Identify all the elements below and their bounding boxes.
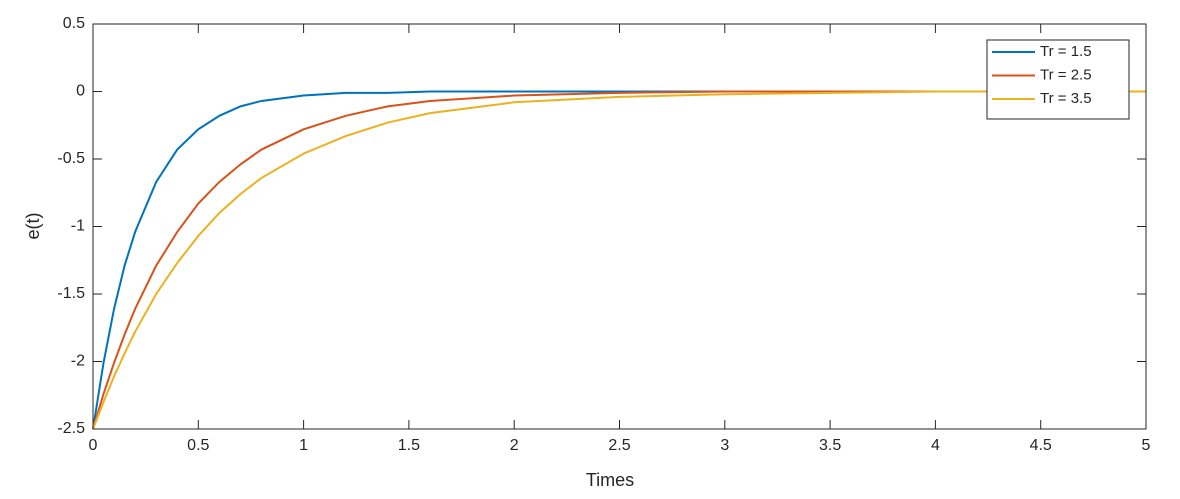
series-line bbox=[92, 90, 1146, 430]
legend-label: Tr = 3.5 bbox=[1040, 90, 1092, 107]
y-tick-label: 0.5 bbox=[63, 15, 85, 32]
y-tick-label: -1 bbox=[71, 218, 85, 235]
x-tick-label: 3 bbox=[720, 437, 729, 454]
x-tick-label: 1.5 bbox=[398, 437, 420, 454]
x-tick-label: 0.5 bbox=[187, 437, 209, 454]
y-tick-label: -0.5 bbox=[57, 150, 85, 167]
y-tick-label: 0 bbox=[76, 83, 85, 100]
legend-box bbox=[986, 39, 1130, 120]
y-tick-label: -2.5 bbox=[57, 420, 85, 437]
x-tick-label: 4.5 bbox=[1030, 437, 1052, 454]
x-tick-label: 1 bbox=[299, 437, 308, 454]
legend-label: Tr = 2.5 bbox=[1040, 66, 1092, 83]
plot-frame bbox=[92, 23, 1147, 430]
series-line bbox=[92, 90, 1146, 430]
y-axis-label: e(t) bbox=[23, 213, 43, 240]
x-axis-label: Times bbox=[586, 470, 634, 490]
x-tick-label: 5 bbox=[1142, 437, 1151, 454]
x-tick-label: 2.5 bbox=[608, 437, 630, 454]
x-tick-label: 0 bbox=[89, 437, 98, 454]
x-tick-label: 4 bbox=[931, 437, 940, 454]
x-tick-label: 3.5 bbox=[819, 437, 841, 454]
legend-label: Tr = 1.5 bbox=[1040, 43, 1092, 60]
y-tick-label: -1.5 bbox=[57, 285, 85, 302]
y-tick-label: -2 bbox=[71, 353, 85, 370]
x-tick-label: 2 bbox=[510, 437, 519, 454]
